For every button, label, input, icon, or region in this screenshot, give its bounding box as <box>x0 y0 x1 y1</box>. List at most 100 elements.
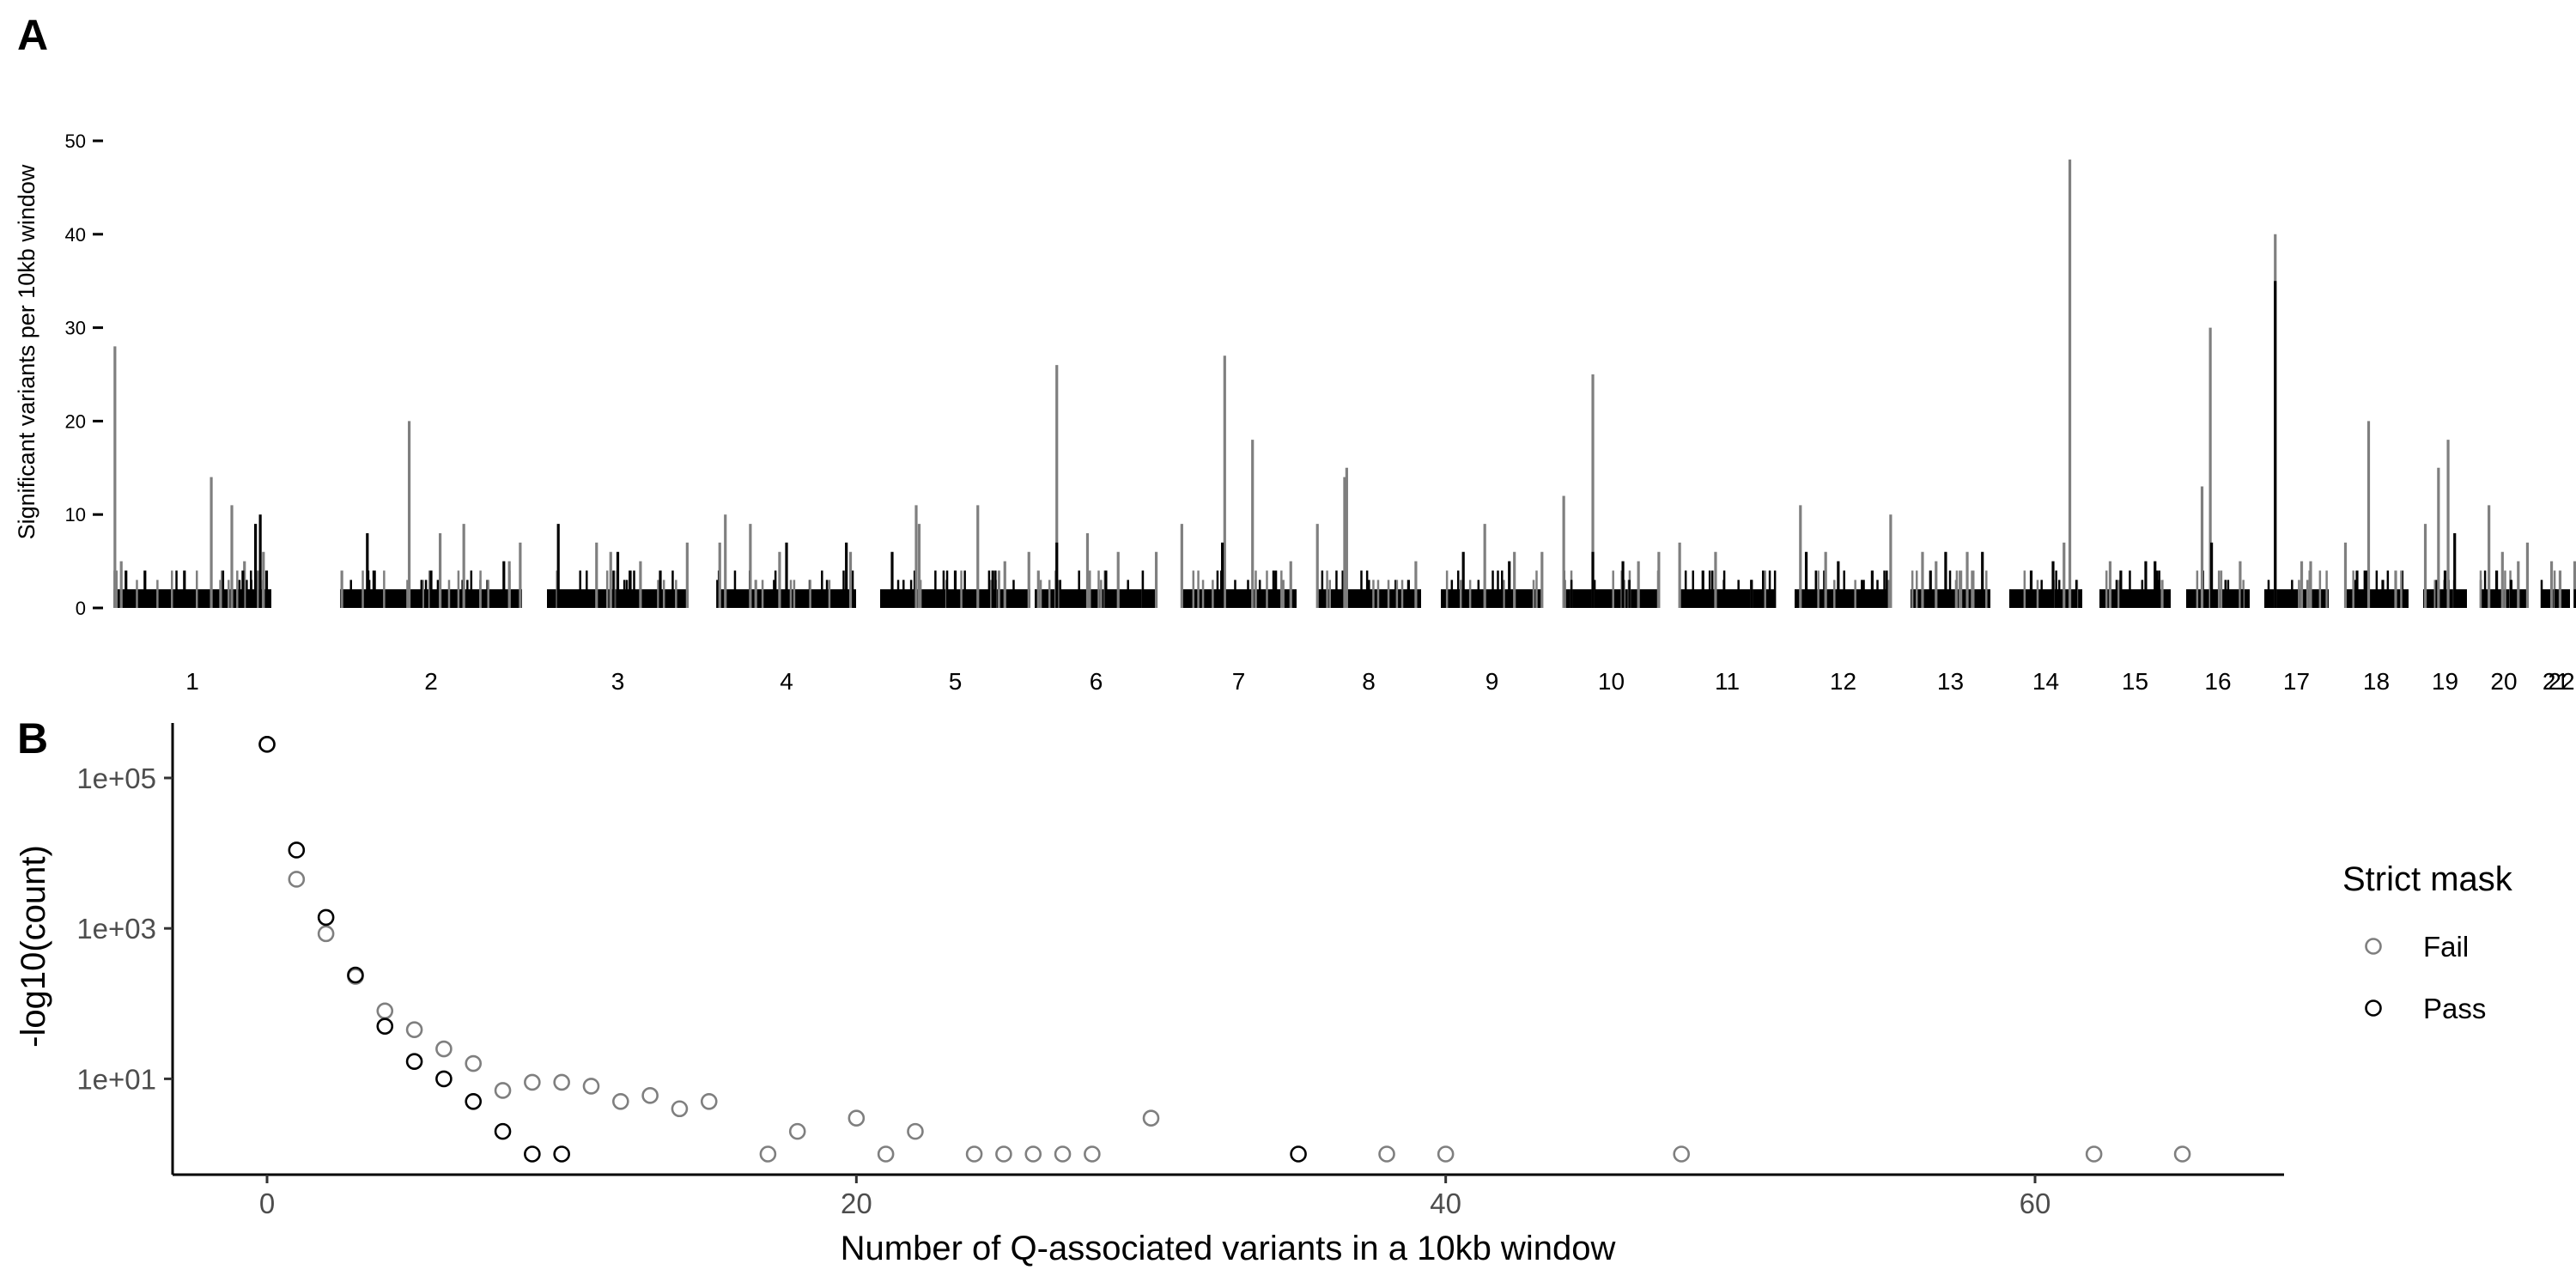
chromosome-label-10: 10 <box>1598 668 1625 695</box>
point-pass-x1 <box>288 841 306 859</box>
point-pass-x10 <box>553 1145 570 1163</box>
legend-title: Strict mask <box>2342 860 2513 898</box>
point-fail-x26 <box>1024 1145 1042 1163</box>
point-fail-x21 <box>877 1145 895 1163</box>
point-fail-x1 <box>288 871 306 888</box>
panel-a-letter: A <box>17 11 48 59</box>
point-fail-x22 <box>907 1122 924 1140</box>
chromosome-label-7: 7 <box>1232 668 1246 695</box>
chromosome-label-22: 22 <box>2548 668 2574 695</box>
panel-b-x-tick-label-20: 20 <box>841 1188 872 1219</box>
point-fail-x12 <box>611 1092 629 1110</box>
point-fail-x20 <box>848 1109 866 1127</box>
panel-b-letter: B <box>17 714 48 762</box>
panel-b-y-tick-label-1e+01: 1e+01 <box>76 1063 156 1095</box>
point-pass-x2 <box>317 908 335 927</box>
chrom-20-baseline-block <box>2480 589 2528 608</box>
panel-b-points <box>258 736 2191 1163</box>
chrom-6-baseline-block <box>1035 589 1157 608</box>
chrom-17-baseline-block <box>2264 589 2329 608</box>
panel-b: B -log10(count) Number of Q-associated v… <box>15 714 2513 1267</box>
legend-label-fail: Fail <box>2423 931 2469 963</box>
point-pass-x6 <box>435 1070 453 1088</box>
point-fail-x40 <box>1437 1145 1455 1163</box>
point-fail-x11 <box>582 1078 600 1095</box>
panel-b-y-tick-label-1e+05: 1e+05 <box>76 762 156 794</box>
panel-a-y-axis: 0 10 20 30 40 50 <box>65 131 103 619</box>
chromosome-label-21: 21 <box>2543 668 2569 695</box>
point-fail-x25 <box>995 1145 1012 1163</box>
point-pass-x9 <box>524 1145 541 1163</box>
panel-b-y-axis: 1e+01 1e+03 1e+05 <box>76 762 173 1095</box>
panel-a-y-tick-label-30: 30 <box>65 318 86 339</box>
point-pass-x7 <box>465 1092 483 1110</box>
chromosome-label-8: 8 <box>1362 668 1376 695</box>
point-fail-x8 <box>494 1082 512 1099</box>
point-fail-x6 <box>435 1040 453 1058</box>
chromosome-label-9: 9 <box>1485 668 1499 695</box>
chromosome-label-20: 20 <box>2490 668 2517 695</box>
point-fail-x62 <box>2085 1145 2103 1163</box>
panel-a-y-axis-title: Significant variants per 10kb window <box>14 164 39 539</box>
chromosome-label-15: 15 <box>2122 668 2148 695</box>
legend-label-pass: Pass <box>2423 993 2486 1024</box>
point-fail-x14 <box>671 1100 689 1118</box>
point-pass-x3 <box>347 966 364 984</box>
chromosome-label-5: 5 <box>949 668 963 695</box>
panel-a-bars <box>113 159 2576 608</box>
legend: Strict mask Fail Pass <box>2342 860 2513 1024</box>
point-fail-x15 <box>700 1092 718 1110</box>
point-fail-x7 <box>465 1054 483 1072</box>
point-fail-x38 <box>1378 1145 1395 1163</box>
point-fail-x9 <box>524 1073 541 1091</box>
point-fail-x48 <box>1673 1145 1690 1163</box>
chrom-10-baseline-block <box>1563 589 1660 608</box>
panel-b-x-axis-title: Number of Q-associated variants in a 10k… <box>841 1230 1616 1267</box>
chromosome-label-3: 3 <box>611 668 625 695</box>
point-fail-x13 <box>641 1087 659 1104</box>
point-fail-x10 <box>553 1073 570 1091</box>
chromosome-label-11: 11 <box>1715 668 1740 695</box>
panel-b-x-tick-label-40: 40 <box>1430 1188 1461 1219</box>
point-fail-x2 <box>317 925 335 943</box>
point-fail-x4 <box>376 1002 394 1020</box>
chromosome-label-16: 16 <box>2204 668 2231 695</box>
point-fail-x5 <box>405 1021 423 1038</box>
chromosome-label-12: 12 <box>1830 668 1856 695</box>
point-fail-x17 <box>759 1145 777 1163</box>
panel-b-x-axis: 0 20 40 60 <box>259 1175 2051 1219</box>
chromosome-label-19: 19 <box>2432 668 2458 695</box>
point-fail-x24 <box>965 1145 983 1163</box>
panel-a-y-tick-label-0: 0 <box>76 598 86 619</box>
panel-a: A Significant variants per 10kb window 0… <box>14 11 2576 695</box>
chromosome-label-6: 6 <box>1090 668 1103 695</box>
panel-b-y-axis-title: -log10(count) <box>15 845 52 1048</box>
chromosome-label-2: 2 <box>424 668 438 695</box>
chromosome-label-14: 14 <box>2032 668 2059 695</box>
point-fail-x27 <box>1054 1145 1072 1163</box>
point-pass-x5 <box>405 1053 423 1071</box>
legend-key-fail <box>2365 938 2382 955</box>
point-pass-x8 <box>494 1122 512 1140</box>
point-pass-x35 <box>1290 1145 1307 1163</box>
point-fail-x65 <box>2173 1145 2191 1163</box>
point-fail-x28 <box>1084 1145 1101 1163</box>
chromosome-label-1: 1 <box>185 668 199 695</box>
point-pass-x4 <box>376 1018 394 1035</box>
legend-key-pass <box>2365 999 2382 1017</box>
panel-a-y-tick-label-40: 40 <box>65 224 86 246</box>
chromosome-label-4: 4 <box>780 668 793 695</box>
panel-a-y-tick-label-20: 20 <box>65 410 86 432</box>
panel-b-y-tick-label-1e+03: 1e+03 <box>76 913 156 945</box>
panel-b-x-tick-label-60: 60 <box>2020 1188 2051 1219</box>
chromosome-label-18: 18 <box>2363 668 2390 695</box>
point-fail-x30 <box>1142 1109 1160 1127</box>
point-fail-x18 <box>788 1122 806 1140</box>
panel-b-x-tick-label-0: 0 <box>259 1188 275 1219</box>
panel-a-y-tick-label-10: 10 <box>65 504 86 526</box>
chrom-14-baseline-block <box>2009 589 2082 608</box>
point-pass-x0 <box>258 736 276 753</box>
chromosome-label-17: 17 <box>2283 668 2310 695</box>
